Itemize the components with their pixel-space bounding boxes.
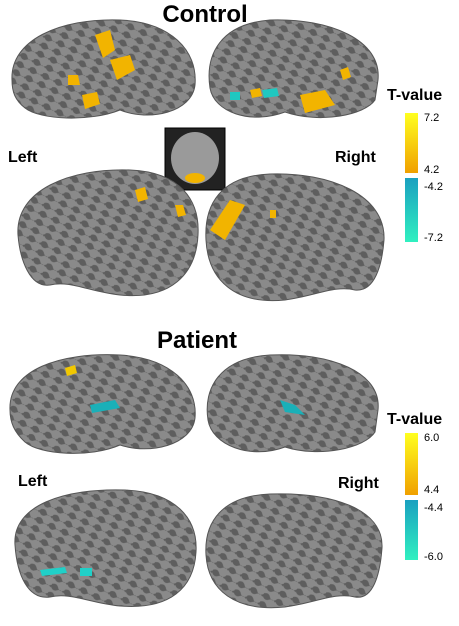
brain-left-medial	[17, 169, 199, 297]
colorbar-label: -7.2	[424, 232, 443, 244]
activation	[68, 30, 351, 113]
deactivation	[40, 567, 92, 576]
brain-right-medial	[205, 173, 385, 302]
deactivation	[90, 400, 305, 415]
brain-right-medial	[205, 493, 383, 609]
colorbar-label: -4.4	[424, 502, 443, 514]
mri-activation	[185, 173, 205, 183]
colorbar-negative	[405, 500, 418, 560]
control-panel: Control Left Right T-value 7.2 4.2 -4.2 …	[8, 1, 443, 302]
colorbar-negative	[405, 178, 418, 242]
colorbar-positive	[405, 113, 418, 173]
brain-left-lateral	[11, 19, 196, 119]
left-label: Left	[8, 149, 38, 166]
colorbar-title: T-value	[387, 411, 442, 428]
colorbar-label: -6.0	[424, 551, 443, 563]
colorbar-title: T-value	[387, 87, 442, 104]
colorbar-label: 4.2	[424, 164, 439, 176]
activation	[135, 187, 276, 240]
colorbar-label: 4.4	[424, 484, 439, 496]
patient-panel: Patient Left Right T-value 6.0 4.4 -4.4 …	[9, 327, 443, 609]
colorbar-label: 6.0	[424, 432, 439, 444]
deactivation	[230, 88, 279, 100]
panel-title: Patient	[157, 327, 237, 354]
right-label: Right	[335, 149, 377, 166]
left-label: Left	[18, 473, 48, 490]
brain-right-lateral	[206, 354, 379, 453]
brain-left-medial	[14, 489, 197, 607]
right-label: Right	[338, 475, 380, 492]
panel-title: Control	[162, 1, 247, 28]
colorbar-positive	[405, 433, 418, 495]
colorbar-label: -4.2	[424, 181, 443, 193]
activation	[65, 365, 77, 376]
colorbar-label: 7.2	[424, 112, 439, 124]
brain-right-lateral	[208, 19, 379, 118]
mri-slice	[171, 132, 219, 184]
